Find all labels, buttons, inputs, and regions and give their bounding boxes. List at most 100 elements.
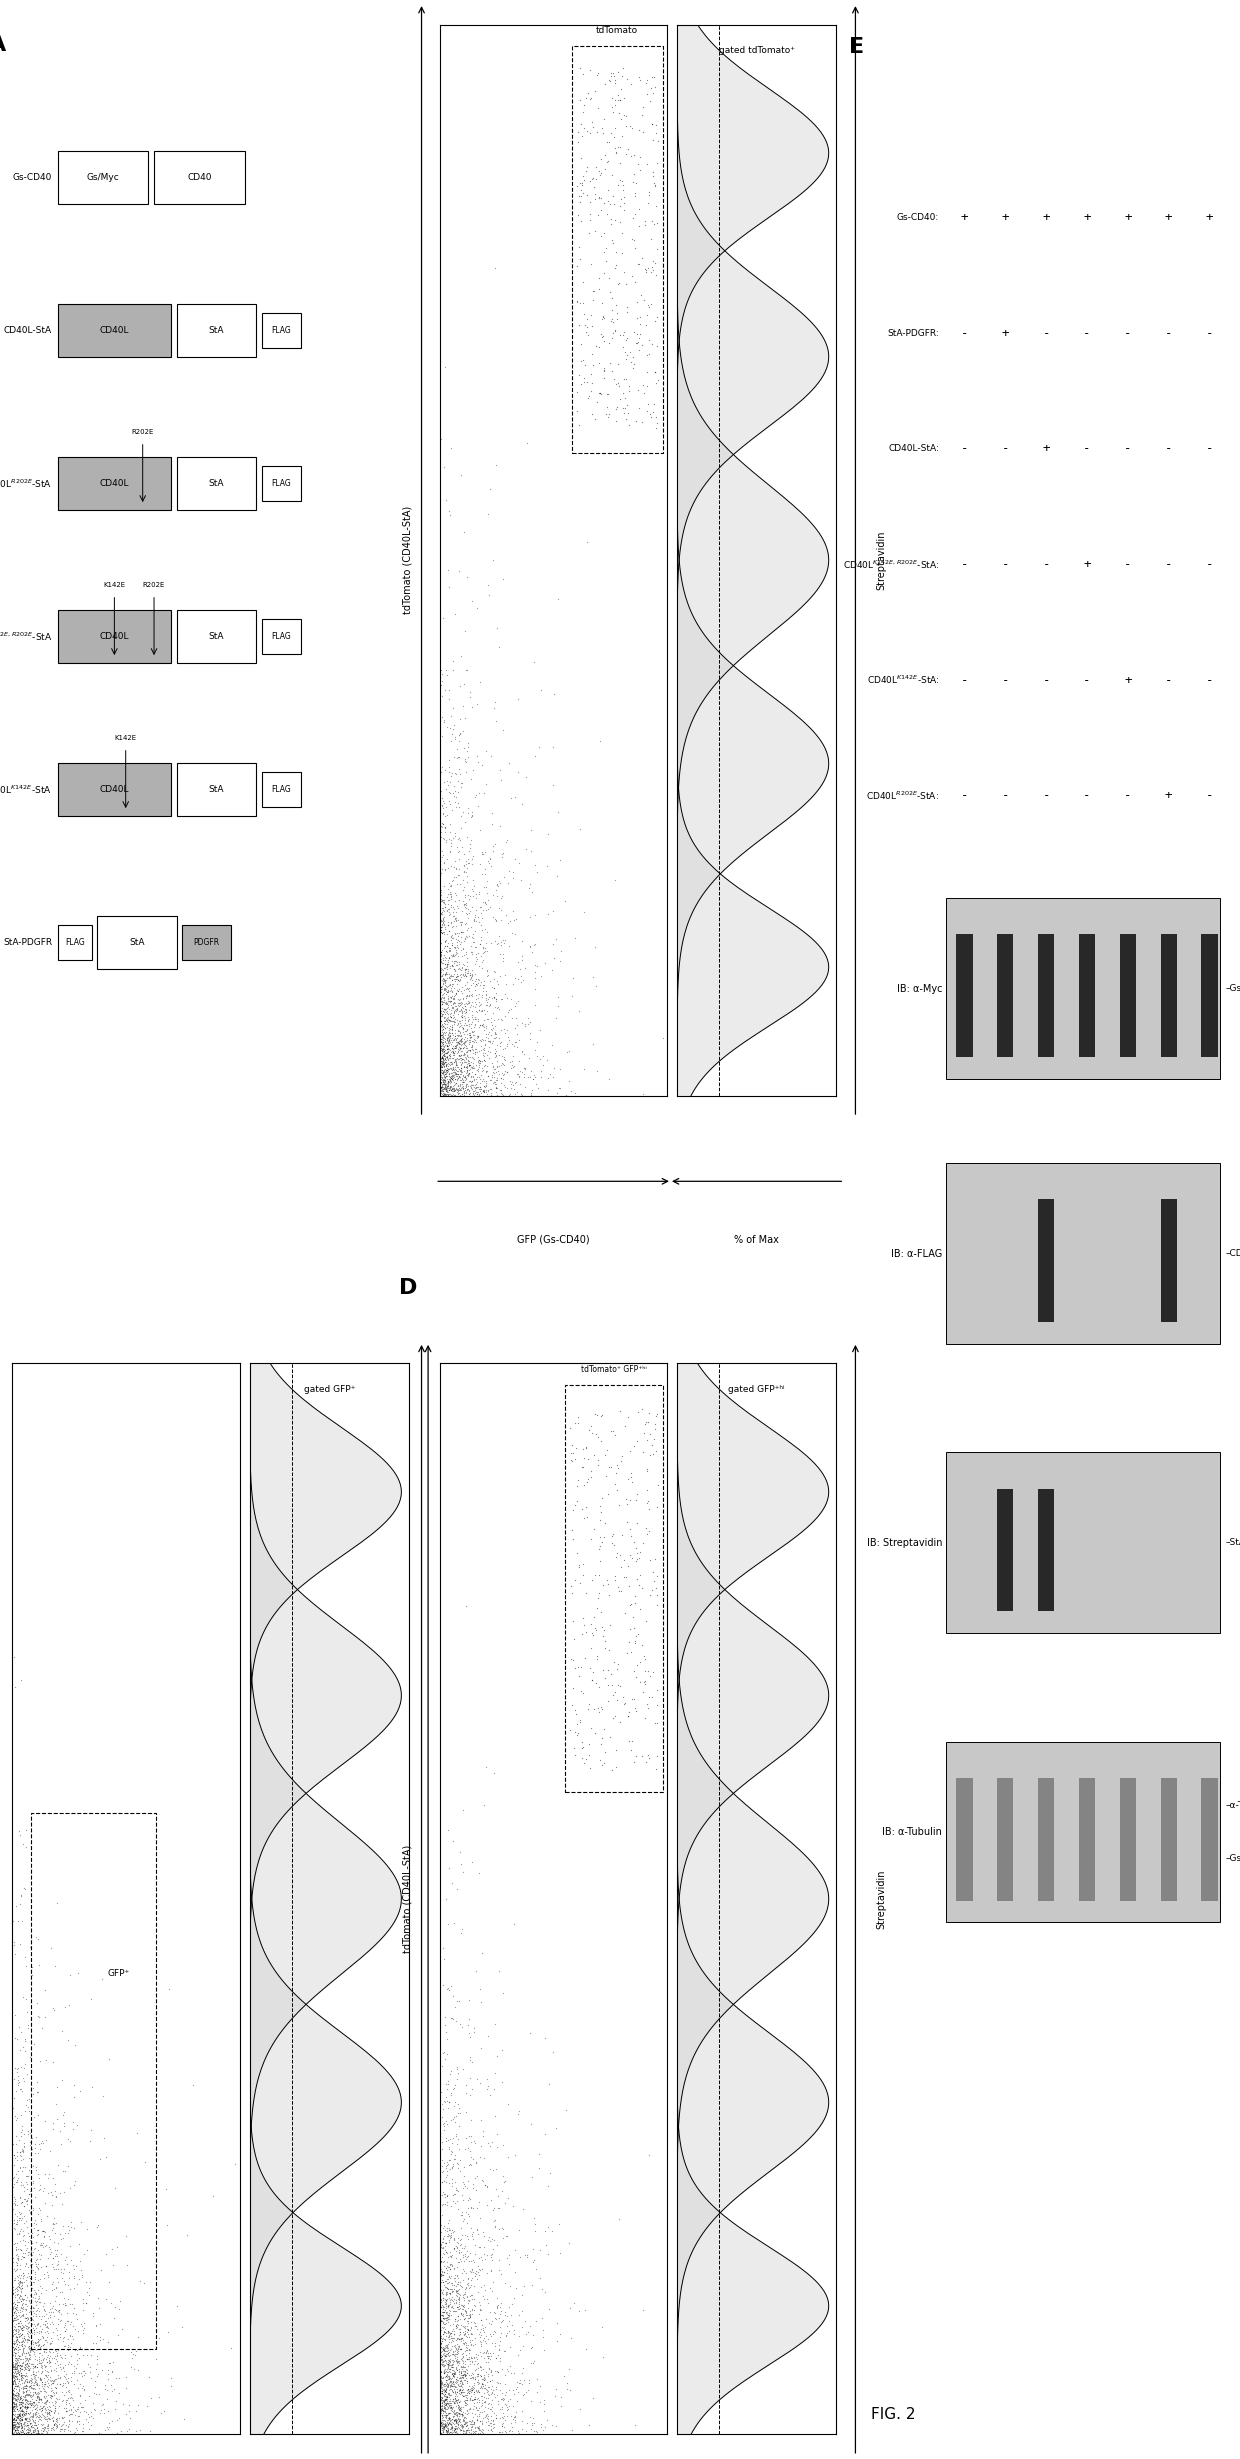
Point [15, 2186, 35, 2225]
Point [2, 2407, 22, 2447]
Point [10, 1884, 30, 1923]
Point [435, 2395, 455, 2434]
Point [492, 979, 512, 1018]
Point [463, 2405, 482, 2444]
Point [438, 1067, 458, 1107]
Point [449, 2385, 469, 2425]
Point [439, 1060, 459, 1099]
Point [591, 1522, 611, 1561]
Point [14, 2255, 33, 2294]
Point [430, 1025, 450, 1065]
Point [430, 949, 450, 989]
Point [20, 2348, 40, 2388]
Point [32, 2388, 52, 2427]
Point [441, 920, 461, 959]
Point [446, 959, 466, 998]
Point [646, 165, 666, 204]
Point [20, 2191, 40, 2230]
Point [438, 1050, 458, 1089]
Point [646, 204, 666, 243]
Point [440, 1048, 460, 1087]
Point [589, 270, 609, 310]
Point [29, 2134, 48, 2174]
Point [458, 969, 477, 1008]
Point [45, 2343, 64, 2383]
Point [4, 2405, 24, 2444]
Point [444, 902, 464, 942]
Point [67, 2331, 87, 2370]
Point [476, 1065, 496, 1104]
Point [486, 1035, 506, 1075]
Point [432, 2366, 451, 2405]
Point [469, 2272, 489, 2311]
Point [441, 2412, 461, 2452]
Point [430, 1023, 450, 1062]
Point [455, 728, 475, 767]
Point [642, 1652, 662, 1692]
Point [9, 2383, 29, 2422]
Point [460, 2339, 480, 2378]
Point [439, 2083, 459, 2122]
Point [4, 1923, 24, 1962]
Point [438, 2405, 458, 2444]
Point [434, 2346, 454, 2385]
Point [556, 880, 575, 920]
Point [479, 1038, 498, 1077]
Bar [997, 1488, 1013, 1611]
Point [21, 2405, 41, 2444]
Point [453, 2398, 472, 2437]
Point [440, 2358, 460, 2398]
Point [432, 905, 451, 944]
Point [456, 2331, 476, 2370]
Point [58, 2329, 78, 2368]
Point [434, 1940, 454, 1979]
Text: CD40L$^{R202E}$-StA: CD40L$^{R202E}$-StA [0, 477, 52, 489]
Point [449, 1023, 469, 1062]
Point [544, 1048, 564, 1087]
Point [454, 989, 474, 1028]
Point [486, 2370, 506, 2410]
Point [16, 2366, 36, 2405]
Point [441, 1062, 461, 1102]
Point [37, 2304, 57, 2343]
Point [430, 2316, 450, 2356]
Point [455, 1057, 475, 1097]
Point [66, 2390, 86, 2429]
Point [430, 1050, 450, 1089]
Point [461, 2373, 481, 2412]
Point [42, 2265, 62, 2304]
Point [458, 1070, 477, 1109]
Point [491, 2380, 511, 2420]
Point [593, 1608, 613, 1648]
Point [463, 2189, 482, 2228]
Point [458, 1035, 477, 1075]
Point [14, 2186, 33, 2225]
Point [445, 2329, 465, 2368]
Point [20, 2275, 40, 2314]
Point [32, 2395, 52, 2434]
Point [7, 2343, 27, 2383]
Point [10, 2279, 30, 2319]
Point [436, 2326, 456, 2366]
Point [6, 2407, 26, 2447]
Point [450, 2329, 470, 2368]
Point [510, 2331, 529, 2370]
Point [444, 1043, 464, 1082]
Point [450, 2299, 470, 2339]
Point [460, 2277, 480, 2316]
Point [624, 344, 644, 384]
Point [439, 2334, 459, 2373]
Point [456, 2292, 476, 2331]
Point [11, 2353, 31, 2393]
Point [5, 2343, 25, 2383]
Point [433, 2407, 453, 2447]
Point [455, 2272, 475, 2311]
Point [7, 2245, 27, 2284]
Point [434, 989, 454, 1028]
Point [434, 1048, 454, 1087]
Point [464, 2402, 484, 2442]
Point [435, 2366, 455, 2405]
Point [432, 1016, 451, 1055]
Point [570, 1702, 590, 1741]
Point [486, 1070, 506, 1109]
